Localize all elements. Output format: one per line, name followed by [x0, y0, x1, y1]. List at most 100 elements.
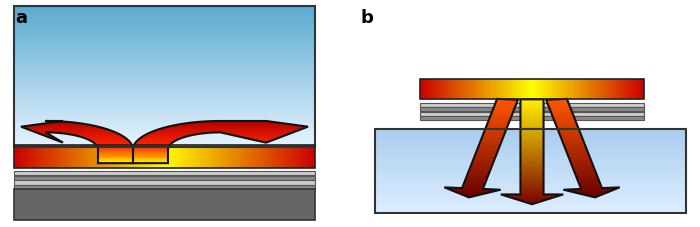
Bar	[430, 124, 532, 126]
Bar	[430, 119, 532, 121]
Bar	[374, 205, 686, 206]
Bar	[14, 118, 315, 119]
Bar	[27, 145, 302, 168]
Bar	[14, 37, 315, 39]
Bar	[430, 178, 532, 180]
Bar	[486, 201, 578, 202]
Bar	[532, 126, 634, 127]
Bar	[532, 168, 634, 170]
Bar	[486, 164, 578, 166]
Bar	[162, 145, 167, 168]
Bar	[430, 152, 532, 153]
Bar	[14, 105, 315, 107]
Bar	[486, 117, 578, 119]
Bar	[486, 182, 578, 183]
Bar	[532, 189, 634, 191]
Bar	[430, 165, 532, 166]
Bar	[420, 108, 644, 112]
Bar	[430, 171, 532, 173]
Bar	[486, 138, 578, 140]
Bar	[529, 79, 535, 100]
Bar	[14, 134, 140, 135]
Bar	[486, 157, 578, 159]
Bar	[444, 79, 620, 100]
Bar	[35, 145, 294, 168]
Bar	[14, 84, 315, 86]
Bar	[430, 114, 532, 116]
Bar	[14, 95, 315, 96]
Bar	[25, 145, 304, 168]
Bar	[486, 136, 578, 138]
Bar	[532, 162, 634, 163]
Bar	[486, 112, 578, 114]
Bar	[374, 132, 686, 133]
Bar	[430, 103, 532, 104]
Bar	[486, 116, 578, 117]
Bar	[126, 133, 315, 134]
Bar	[144, 145, 186, 168]
Bar	[14, 112, 315, 114]
Bar	[441, 79, 623, 100]
Bar	[18, 145, 312, 168]
Bar	[126, 157, 315, 158]
Bar	[14, 21, 315, 23]
Bar	[486, 183, 578, 185]
Bar	[486, 126, 578, 128]
Bar	[14, 102, 315, 104]
Bar	[430, 101, 532, 103]
Bar	[430, 180, 532, 181]
Bar	[430, 109, 532, 111]
Bar	[14, 132, 140, 133]
Bar	[532, 158, 634, 160]
Bar	[136, 145, 192, 168]
Bar	[126, 137, 315, 138]
Bar	[451, 79, 613, 100]
Bar	[424, 79, 640, 100]
Bar	[420, 112, 644, 116]
Bar	[420, 117, 644, 121]
Bar	[126, 130, 315, 131]
Bar	[430, 155, 532, 157]
Bar	[430, 153, 532, 155]
Bar	[374, 169, 686, 170]
Bar	[374, 192, 686, 194]
Bar	[515, 79, 549, 100]
Bar	[155, 145, 174, 168]
Bar	[532, 139, 634, 140]
Bar	[430, 104, 532, 106]
Bar	[430, 170, 532, 171]
Bar	[430, 189, 532, 191]
Bar	[131, 145, 198, 168]
Bar	[126, 148, 315, 149]
Bar	[127, 145, 202, 168]
Bar	[14, 93, 315, 95]
Bar	[14, 32, 315, 33]
Bar	[14, 74, 315, 75]
Bar	[532, 129, 634, 131]
Bar	[14, 158, 140, 159]
Bar	[14, 56, 315, 58]
Bar	[420, 103, 644, 107]
Bar	[14, 131, 140, 132]
Bar	[14, 61, 315, 63]
Bar	[486, 135, 578, 136]
Bar	[110, 145, 219, 168]
Bar	[126, 158, 315, 159]
Bar	[486, 168, 578, 170]
Bar	[69, 145, 260, 168]
Bar	[486, 180, 578, 182]
Bar	[126, 149, 315, 150]
Bar	[490, 79, 574, 100]
Bar	[532, 106, 634, 108]
Bar	[532, 113, 634, 114]
Bar	[14, 67, 315, 68]
Bar	[486, 129, 578, 131]
Bar	[23, 145, 306, 168]
Bar	[486, 163, 578, 164]
Bar	[14, 140, 140, 141]
Bar	[126, 132, 315, 133]
Bar	[532, 142, 634, 143]
Bar	[486, 197, 578, 199]
Bar	[465, 79, 599, 100]
Bar	[374, 208, 686, 209]
